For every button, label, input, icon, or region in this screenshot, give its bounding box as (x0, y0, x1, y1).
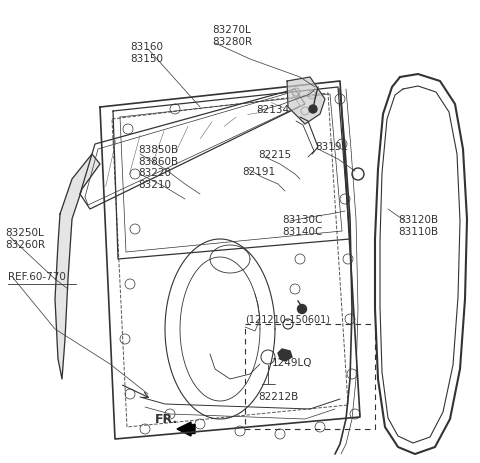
Text: 82212B: 82212B (258, 391, 298, 401)
Bar (245, 324, 375, 429)
Circle shape (309, 106, 317, 114)
Text: FR.: FR. (155, 413, 178, 425)
Text: 83270L
83280R: 83270L 83280R (212, 25, 252, 47)
Text: 82215: 82215 (258, 150, 291, 160)
Text: 83250L
83260R: 83250L 83260R (5, 227, 45, 250)
Text: 83220
83210: 83220 83210 (138, 168, 171, 190)
Polygon shape (55, 155, 100, 379)
Text: 82191: 82191 (242, 167, 275, 176)
Text: (121210-150601): (121210-150601) (245, 314, 330, 324)
Text: REF.60-770: REF.60-770 (8, 271, 66, 282)
Text: 82134: 82134 (256, 105, 289, 115)
Text: 83850B
83860B: 83850B 83860B (138, 144, 178, 167)
Text: 83130C
83140C: 83130C 83140C (282, 214, 323, 237)
Text: 83160
83150: 83160 83150 (130, 42, 163, 64)
Text: 1249LQ: 1249LQ (272, 357, 312, 367)
Text: 83191: 83191 (315, 142, 348, 152)
FancyArrow shape (177, 422, 195, 436)
Circle shape (298, 305, 307, 314)
Polygon shape (278, 349, 292, 361)
Polygon shape (287, 78, 325, 125)
Text: 83120B
83110B: 83120B 83110B (398, 214, 438, 237)
